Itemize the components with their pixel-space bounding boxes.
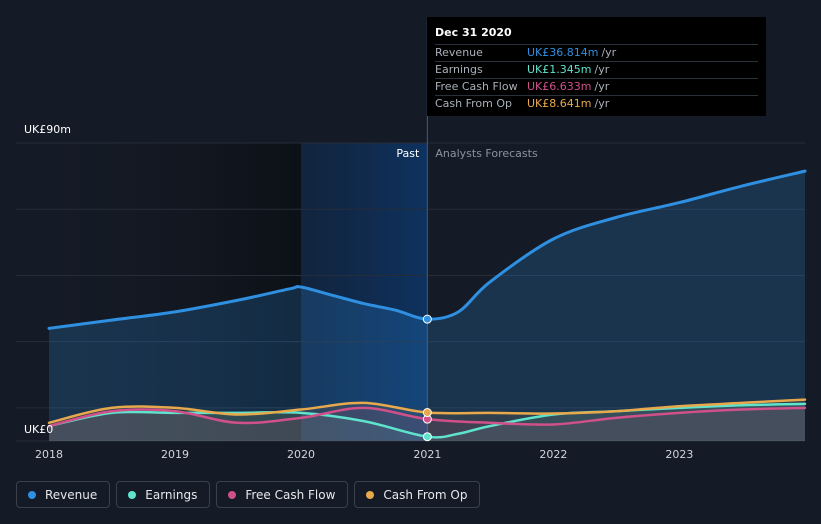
free-cash-flow-line <box>47 406 807 428</box>
legend-dot-icon <box>128 490 137 499</box>
revenue-marker <box>422 314 432 324</box>
earnings-line <box>47 402 807 439</box>
legend-label: Revenue <box>45 487 98 502</box>
y-axis-bottom-label: UK£0 <box>24 423 53 436</box>
tooltip-row-label: Earnings <box>435 63 483 76</box>
past-shade <box>16 143 301 441</box>
x-tick-label: 2019 <box>161 448 189 461</box>
tooltip-row-unit: /yr <box>601 46 617 59</box>
tooltip-row-label: Free Cash Flow <box>435 80 518 93</box>
tooltip-row: Cash From Op UK£8.641m/yr <box>435 95 758 112</box>
revenue-area <box>49 171 805 441</box>
tooltip-row-value: UK£36.814m <box>527 46 599 59</box>
legend-item-earnings[interactable]: Earnings <box>116 481 211 508</box>
y-axis-top-label: UK£90m <box>24 123 71 136</box>
x-tick-label: 2020 <box>287 448 315 461</box>
legend-dot-icon <box>366 490 375 499</box>
revenue-line <box>47 169 807 330</box>
hover-tooltip: Dec 31 2020 Revenue UK£36.814m/yr Earnings… <box>427 17 766 116</box>
cash-from-op-marker <box>422 408 432 418</box>
tooltip-row-value: UK£6.633m <box>527 80 592 93</box>
tooltip-row-unit: /yr <box>594 63 610 76</box>
legend-dot-icon <box>228 490 237 499</box>
legend-item-revenue[interactable]: Revenue <box>16 481 111 508</box>
legend-item-cash-from-op[interactable]: Cash From Op <box>354 481 481 508</box>
tooltip-row-value: UK£1.345m <box>527 63 592 76</box>
x-tick-label: 2023 <box>665 448 693 461</box>
x-tick-label: 2018 <box>35 448 63 461</box>
tooltip-row-label: Revenue <box>435 46 483 59</box>
legend-label: Free Cash Flow <box>245 487 336 502</box>
x-tick-label: 2022 <box>539 448 567 461</box>
tooltip-row-unit: /yr <box>594 80 610 93</box>
tooltip-date: Dec 31 2020 <box>435 26 512 39</box>
free-cash-flow-area <box>49 407 805 441</box>
tooltip-row: Free Cash Flow UK£6.633m/yr <box>435 78 758 95</box>
past-label: Past <box>396 147 420 160</box>
legend-label: Cash From Op <box>383 487 468 502</box>
x-tick-label: 2021 <box>413 448 441 461</box>
chart-legend: Revenue Earnings Free Cash Flow Cash From O… <box>16 481 481 508</box>
tooltip-row-label: Cash From Op <box>435 97 513 110</box>
legend-item-free-cash-flow[interactable]: Free Cash Flow <box>216 481 349 508</box>
forecast-label: Analysts Forecasts <box>435 147 538 160</box>
legend-dot-icon <box>28 490 36 499</box>
tooltip-row: Earnings UK£1.345m/yr <box>435 61 758 78</box>
tooltip-row-value: UK£8.641m <box>527 97 592 110</box>
tooltip-row: Revenue UK£36.814m/yr <box>435 44 758 61</box>
earnings-marker <box>422 432 432 442</box>
legend-label: Earnings <box>145 487 198 502</box>
tooltip-row-unit: /yr <box>594 97 610 110</box>
